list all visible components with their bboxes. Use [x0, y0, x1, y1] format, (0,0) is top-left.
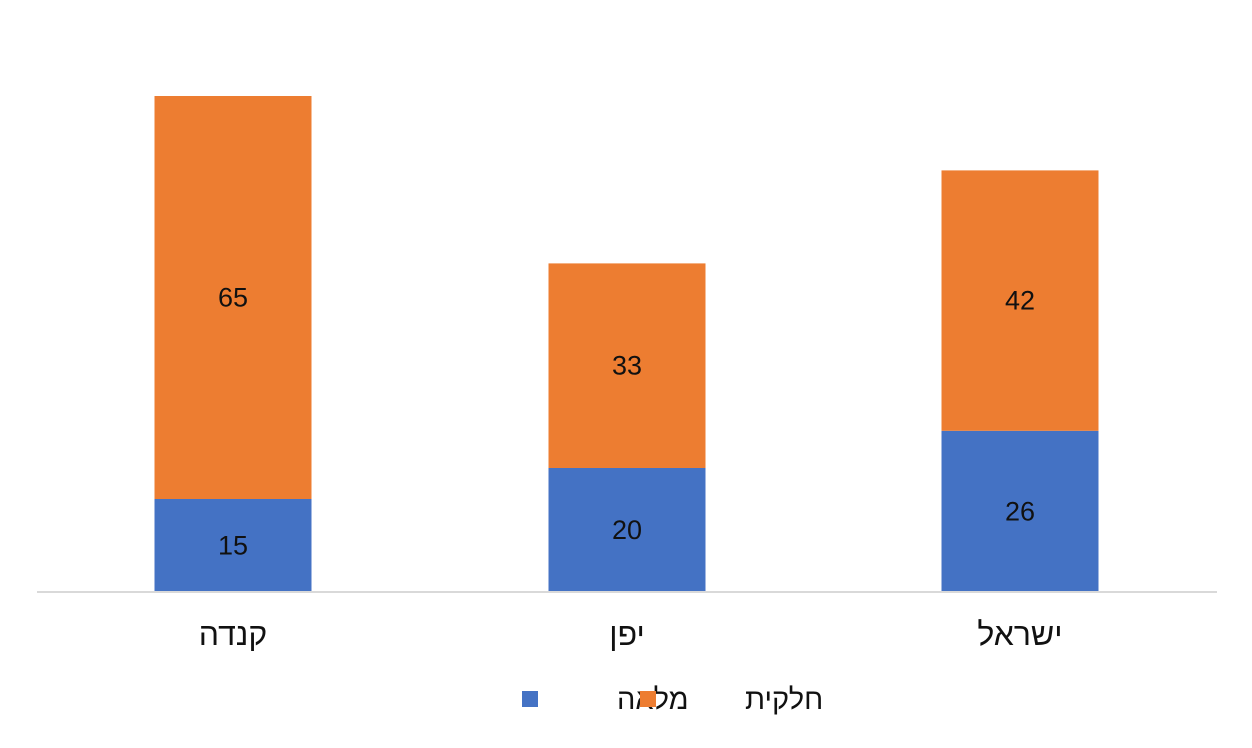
data-label-חלקית-ישראל: 42 — [1005, 286, 1035, 316]
data-label-מלאה-ישראל: 26 — [1005, 496, 1035, 526]
bar-חלקית-יפן — [548, 263, 706, 468]
legend-swatch-מלאה — [522, 691, 538, 707]
data-label-חלקית-קנדה: 65 — [218, 283, 248, 313]
data-label-חלקית-יפן: 33 — [612, 351, 642, 381]
category-label-יפן: יפן — [609, 616, 645, 652]
bar-מלאה-ישראל — [941, 430, 1099, 592]
category-label-ישראל: ישראל — [977, 616, 1062, 652]
bar-מלאה-קנדה — [154, 499, 312, 592]
bar-חלקית-קנדה — [154, 96, 312, 499]
data-label-מלאה-יפן: 20 — [612, 515, 642, 545]
category-label-קנדה: קנדה — [199, 616, 267, 652]
legend-swatch-חלקית — [640, 691, 656, 707]
bar-מלאה-יפן — [548, 468, 706, 592]
data-label-מלאה-קנדה: 15 — [218, 531, 248, 561]
legend: מלאהחלקית — [522, 684, 823, 716]
legend-label-חלקית: חלקית — [745, 684, 823, 716]
bar-חלקית-ישראל — [941, 170, 1099, 431]
